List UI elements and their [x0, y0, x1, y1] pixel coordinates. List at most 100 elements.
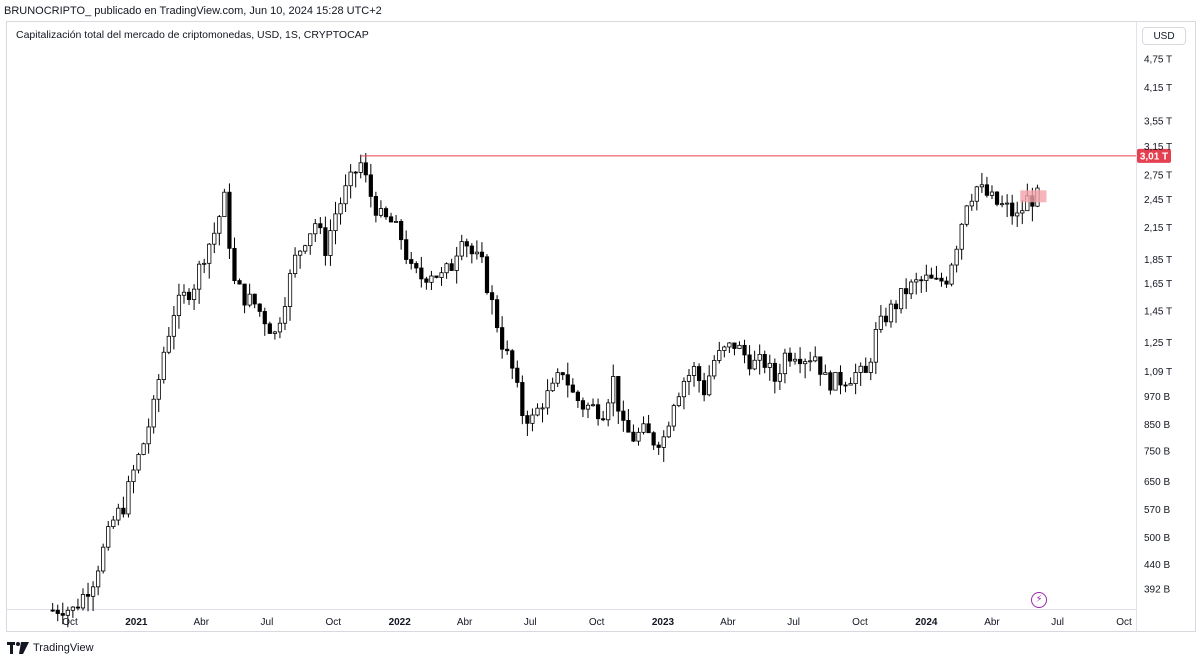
candle-body	[494, 299, 500, 328]
candle-body	[106, 526, 111, 548]
candle-body	[515, 367, 520, 383]
candle-body	[469, 245, 474, 255]
price-tick-label: 500 B	[1144, 533, 1170, 544]
candle-body	[545, 390, 550, 409]
candle-body	[186, 291, 192, 300]
candle-body	[404, 239, 409, 260]
candle-body	[424, 278, 429, 283]
candle-body	[222, 191, 227, 218]
candle-body	[333, 213, 338, 232]
time-tick-label: Jul	[524, 617, 537, 628]
candle-body	[732, 342, 737, 349]
candle-body	[358, 162, 363, 173]
time-tick-label: Jul	[787, 617, 800, 628]
candle-body	[156, 379, 161, 400]
candle-body	[767, 362, 772, 368]
candle-body	[752, 359, 757, 370]
candle-body	[787, 352, 793, 362]
candle-body	[681, 380, 687, 398]
candle-body	[984, 184, 990, 196]
candle-body	[308, 233, 313, 247]
candle-body	[151, 398, 156, 428]
candle-body	[242, 283, 247, 306]
candle-body	[439, 272, 444, 278]
publisher-line: BRUNOCRIPTO_ publicado en TradingView.co…	[4, 5, 382, 17]
candle-body	[833, 371, 838, 391]
time-tick-label: Oct	[589, 617, 605, 628]
candle-body	[414, 263, 419, 269]
candle-body	[363, 162, 368, 176]
candle-body	[691, 366, 697, 376]
candle-body	[1005, 202, 1010, 205]
candle-body	[843, 384, 848, 387]
price-scale-separator	[1136, 22, 1137, 631]
candles-layer	[50, 153, 1040, 628]
candle-body	[808, 360, 813, 363]
candle-body	[878, 315, 883, 330]
candle-body	[176, 294, 182, 316]
candle-body	[818, 356, 823, 375]
candle-body	[520, 382, 525, 416]
currency-button[interactable]: USD	[1142, 27, 1186, 45]
lightning-icon[interactable]: ⚡	[1031, 592, 1047, 608]
candle-body	[368, 174, 373, 197]
candle-body	[772, 362, 777, 382]
candle-body	[454, 255, 459, 271]
candle-body	[656, 444, 661, 448]
price-tick-label: 1,09 T	[1144, 367, 1172, 378]
candle-body	[651, 432, 656, 446]
candle-body	[585, 404, 591, 410]
time-tick-label: Abr	[720, 617, 736, 628]
time-tick-label: Oct	[1116, 617, 1132, 628]
price-tick-label: 3,15 T	[1144, 142, 1172, 153]
candle-body	[747, 354, 752, 370]
candle-body	[60, 613, 65, 616]
candle-body	[580, 400, 586, 410]
price-tick-label: 970 B	[1144, 392, 1170, 403]
price-tick-label: 850 B	[1144, 420, 1170, 431]
candle-body	[262, 311, 267, 325]
candle-body	[959, 223, 964, 250]
candle-body	[707, 375, 712, 396]
candle-body	[207, 243, 212, 264]
candle-body	[50, 609, 55, 612]
candle-body	[146, 426, 151, 445]
time-tick-label: Abr	[984, 617, 1000, 628]
symbol-title: Capitalización total del mercado de crip…	[16, 29, 369, 41]
candle-body	[434, 275, 439, 278]
candle-body	[601, 418, 606, 421]
candle-body	[197, 263, 202, 290]
price-tick-label: 1,85 T	[1144, 255, 1172, 266]
candle-body	[727, 342, 732, 348]
candle-body	[919, 279, 924, 282]
price-tick-label: 1,25 T	[1144, 338, 1172, 349]
candle-body	[373, 196, 378, 216]
candle-body	[974, 186, 979, 202]
price-tick-label: 3,55 T	[1144, 116, 1172, 127]
candle-body	[343, 185, 348, 205]
candle-body	[873, 329, 878, 363]
candle-body	[737, 344, 742, 349]
candle-body	[90, 586, 96, 597]
candle-body	[934, 277, 939, 280]
candle-body	[676, 396, 681, 407]
price-tick-label: 570 B	[1144, 505, 1170, 516]
candle-body	[272, 331, 277, 334]
candle-body	[388, 216, 394, 223]
candle-body	[616, 376, 621, 412]
tradingview-logo[interactable]: TradingView	[7, 640, 94, 656]
candle-body	[803, 361, 808, 365]
candle-body	[474, 251, 479, 255]
candle-body	[570, 384, 575, 393]
price-tick-label: 1,65 T	[1144, 279, 1172, 290]
candle-body	[595, 404, 601, 420]
candle-body	[590, 404, 596, 407]
candle-body	[722, 346, 727, 351]
price-tick-label: 440 B	[1144, 560, 1170, 571]
time-tick-label: Oct	[852, 617, 868, 628]
candle-body	[954, 248, 959, 266]
candle-body	[166, 335, 171, 353]
candle-body	[1020, 210, 1025, 214]
candle-body	[131, 469, 136, 483]
